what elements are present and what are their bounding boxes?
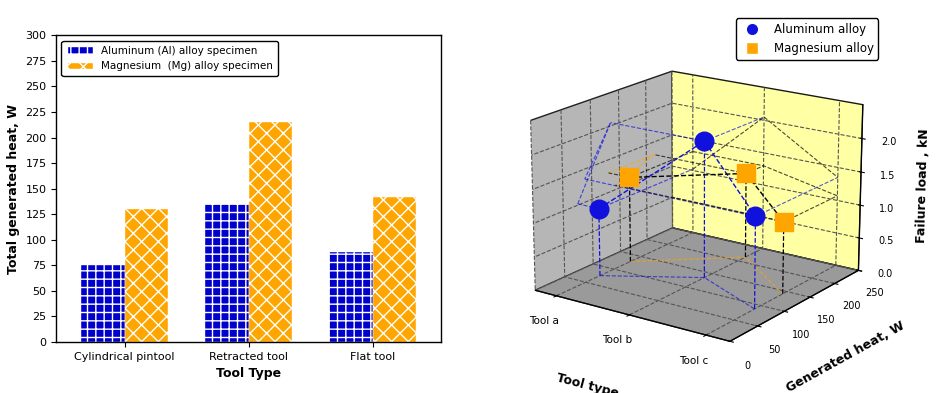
X-axis label: Tool Type: Tool Type [216, 367, 281, 380]
Bar [205, 204, 249, 342]
X-axis label: Tool type: Tool type [555, 371, 620, 393]
Bar [372, 197, 416, 342]
Legend: Aluminum (Al) alloy specimen, Magnesium  (Mg) alloy specimen: Aluminum (Al) alloy specimen, Magnesium … [62, 40, 279, 76]
Bar [249, 122, 292, 342]
Legend: Aluminum alloy, Magnesium alloy: Aluminum alloy, Magnesium alloy [735, 18, 878, 60]
Bar [125, 209, 168, 342]
Y-axis label: Total generated heat, W: Total generated heat, W [7, 104, 20, 274]
Bar [329, 252, 372, 342]
Bar [81, 265, 125, 342]
Y-axis label: Generated heat, W: Generated heat, W [784, 319, 907, 393]
